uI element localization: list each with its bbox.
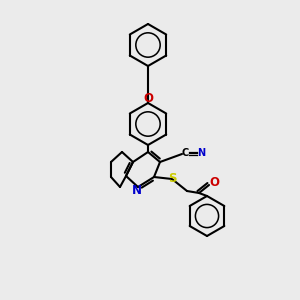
Text: S: S: [168, 172, 176, 185]
Text: N: N: [197, 148, 205, 158]
Text: O: O: [143, 92, 153, 106]
Text: C: C: [182, 148, 189, 158]
Text: N: N: [132, 184, 142, 197]
Text: O: O: [209, 176, 219, 190]
